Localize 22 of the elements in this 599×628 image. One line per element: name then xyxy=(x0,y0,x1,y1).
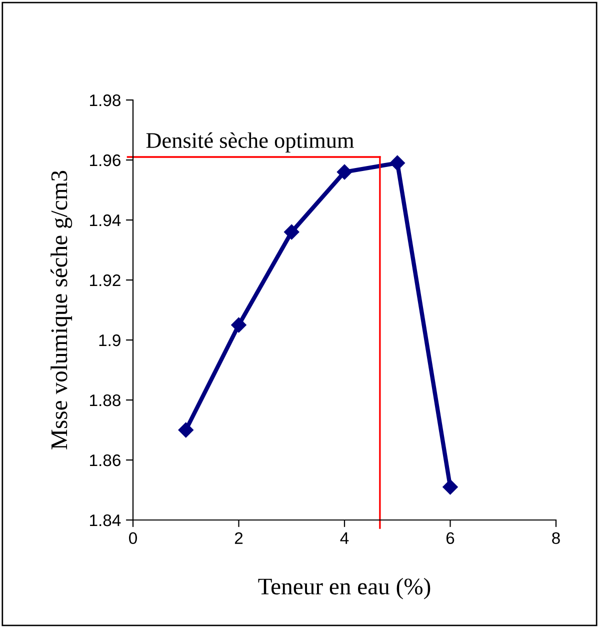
x-tick-label: 0 xyxy=(129,532,137,544)
y-axis-title: Msse volumique séche g/cm3 xyxy=(50,170,72,450)
y-tick-label: 1.96 xyxy=(90,154,120,166)
point xyxy=(442,479,458,495)
y-tick-label: 1.94 xyxy=(90,214,121,226)
point xyxy=(231,317,246,333)
x-tick-label: 8 xyxy=(552,532,560,544)
y-tick-label: 1.92 xyxy=(90,274,120,286)
y-tick-label: 1.86 xyxy=(90,454,120,466)
point xyxy=(284,224,300,240)
y-tick-label: 1.88 xyxy=(90,394,120,406)
x-tick-label: 4 xyxy=(340,532,349,544)
point xyxy=(390,155,405,171)
point xyxy=(336,164,352,180)
point xyxy=(178,422,194,438)
y-tick-label: 1.84 xyxy=(90,514,121,526)
x-tick-label: 6 xyxy=(446,532,454,544)
y-tick-label: 1.98 xyxy=(90,94,120,106)
annotation: Densité sèche optimum xyxy=(146,132,354,152)
y-tick-label: 1.9 xyxy=(99,334,120,346)
x-axis-title: Teneur en eau (%) xyxy=(258,578,430,600)
x-tick-label: 2 xyxy=(234,532,243,544)
